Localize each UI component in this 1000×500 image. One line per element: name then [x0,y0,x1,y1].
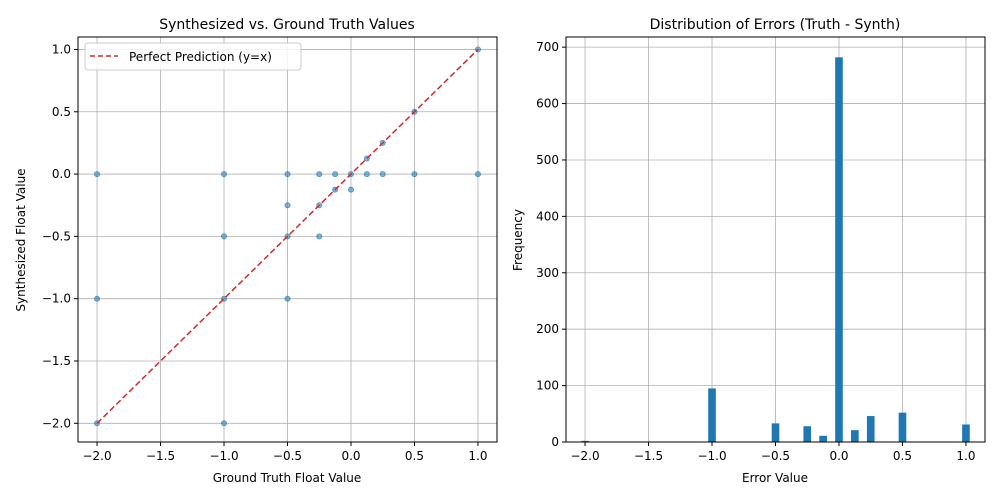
histogram-bar [866,416,875,442]
histogram-grid [566,37,985,443]
histogram-bar [708,388,716,442]
scatter-point [316,233,323,240]
y-tick-label: 1.0 [52,42,71,56]
scatter-point [411,171,418,178]
y-tick-label: 500 [536,153,559,167]
x-tick-label: 1.0 [468,449,487,463]
scatter-point [94,171,101,178]
y-tick-label: 0.0 [52,167,71,181]
x-tick-label: −0.5 [761,449,790,463]
scatter-legend: Perfect Prediction (y=x) [84,42,302,71]
scatter-point [332,171,339,178]
y-tick-label: 200 [536,322,559,336]
x-tick-label: −1.5 [146,449,175,463]
x-tick-label: −1.0 [209,449,238,463]
histogram-x-axis-label: Error Value [742,471,808,485]
scatter-y-ticks: −2.0 −1.5 −1.0 −0.5 0.0 0.5 1.0 [42,42,78,430]
histogram-y-ticks: 0 100 200 300 400 500 600 700 [536,40,566,449]
x-tick-label: −2.0 [82,449,111,463]
y-tick-label: 0 [551,435,559,449]
legend-label: Perfect Prediction (y=x) [129,50,272,64]
y-tick-label: 600 [536,97,559,111]
y-tick-label: 100 [536,379,559,393]
y-tick-label: 300 [536,266,559,280]
scatter-point [316,171,323,178]
histogram-x-ticks: −2.0 −1.5 −1.0 −0.5 0.0 0.5 1.0 [570,442,976,463]
x-tick-label: −0.5 [273,449,302,463]
legend-box [84,42,302,71]
histogram-bar [962,424,970,442]
scatter-marks [94,46,481,427]
scatter-x-ticks: −2.0 −1.5 −1.0 −0.5 0.0 0.5 1.0 [82,442,488,463]
x-tick-label: 1.0 [956,449,975,463]
histogram-bar [819,435,827,442]
scatter-point [284,202,291,209]
histogram-bar [803,426,812,442]
x-tick-label: −1.5 [634,449,663,463]
y-tick-label: 400 [536,209,559,223]
scatter-point [284,295,291,302]
scatter-point [474,171,481,178]
scatter-point [284,171,291,178]
scatter-point [379,171,386,178]
y-tick-label: −1.0 [42,292,71,306]
scatter-x-axis-label: Ground Truth Float Value [213,471,362,485]
scatter-point [94,295,101,302]
histogram-bar [898,412,907,442]
histogram-panel: −2.0 −1.5 −1.0 −0.5 0.0 0.5 1.0 0 100 200 300 400 5… [511,17,986,485]
histogram-y-axis-label: Frequency [511,209,525,271]
y-tick-label: 700 [536,40,559,54]
scatter-point [363,171,370,178]
y-tick-label: −0.5 [42,229,71,243]
scatter-point [221,171,228,178]
x-tick-label: 0.0 [341,449,360,463]
scatter-y-axis-label: Synthesized Float Value [14,168,28,311]
scatter-title: Synthesized vs. Ground Truth Values [159,17,415,33]
perfect-prediction-line [96,48,479,424]
x-tick-label: 0.5 [405,449,424,463]
x-tick-label: 0.5 [893,449,912,463]
histogram-bars [581,57,970,443]
y-tick-label: −2.0 [42,416,71,430]
y-tick-label: −1.5 [42,354,71,368]
histogram-bar [851,430,859,442]
x-tick-label: −2.0 [570,449,599,463]
y-tick-label: 0.5 [52,105,71,119]
histogram-bar [771,423,780,442]
histogram-bar [581,440,589,442]
histogram-bar [835,57,843,443]
scatter-point [221,233,228,240]
scatter-point [347,186,354,193]
scatter-panel: −2.0 −1.5 −1.0 −0.5 0.0 0.5 1.0 −2.0 −1.5 −1.0 −0… [14,17,498,485]
x-tick-label: 0.0 [829,449,848,463]
scatter-point [221,420,228,427]
histogram-title: Distribution of Errors (Truth - Synth) [650,17,901,33]
scatter-grid [78,37,497,442]
x-tick-label: −1.0 [697,449,726,463]
